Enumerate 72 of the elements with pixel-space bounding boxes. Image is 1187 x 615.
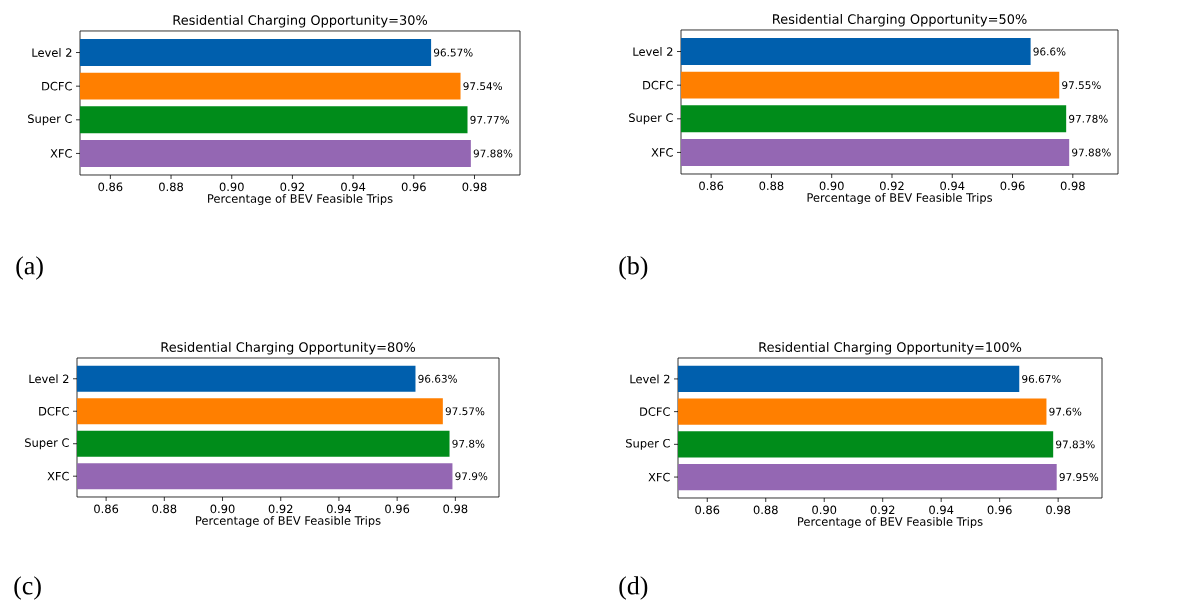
text: (d) [619, 576, 648, 600]
data-label: 96.67% [1022, 374, 1061, 383]
x-tick-label: 0.90 [210, 504, 235, 514]
y-tick-label: Super C [626, 438, 670, 450]
y-tick-label: Level 2 [630, 374, 670, 384]
data-label: 97.54% [463, 82, 503, 91]
chart-title: Residential Charging Opportunity=80% [161, 341, 416, 355]
x-axis-title: Percentage of BEV Feasible Trips [807, 193, 993, 205]
data-label: 97.77% [470, 115, 510, 124]
x-tick-label: 0.88 [159, 182, 184, 192]
x-tick-label: 0.98 [1060, 181, 1085, 191]
y-tick-label: Super C [629, 113, 673, 125]
chart-title: Residential Charging Opportunity=100% [759, 341, 1022, 355]
y-tick-label: DCFC [643, 80, 673, 90]
x-tick-label: 0.86 [94, 504, 119, 514]
y-tick-label: XFC [648, 472, 670, 482]
data-label: 97.78% [1069, 114, 1108, 123]
y-tick-label: Super C [28, 114, 72, 126]
data-label: 97.88% [1072, 148, 1111, 157]
x-tick-label: 0.98 [1046, 505, 1071, 515]
y-tick-label: Level 2 [29, 374, 69, 384]
y-tick-label: DCFC [640, 407, 670, 416]
x-tick-label: 0.90 [812, 505, 837, 515]
x-tick-label: 0.98 [462, 182, 487, 192]
y-tick-label: XFC [651, 148, 673, 157]
y-tick-label: Super C [25, 438, 69, 450]
x-tick-label: 0.90 [819, 181, 844, 191]
x-axis-title: Percentage of BEV Feasible Trips [798, 517, 983, 529]
x-tick-label: 0.94 [341, 182, 366, 192]
x-tick-label: 0.86 [695, 505, 720, 515]
x-axis-title: Percentage of BEV Feasible Trips [196, 516, 381, 528]
y-tick-label: DCFC [39, 406, 69, 416]
text: (b) [619, 256, 648, 280]
x-tick-label: 0.90 [219, 182, 244, 192]
x-axis-title: Percentage of BEV Feasible Trips [208, 194, 393, 206]
x-tick-label: 0.94 [326, 504, 352, 514]
x-tick-label: 0.96 [987, 505, 1012, 515]
data-label: 97.88% [473, 149, 513, 158]
chart-title: Residential Charging Opportunity=50% [773, 13, 1027, 27]
data-label: 97.83% [1056, 440, 1095, 449]
chart-title: Residential Charging Opportunity=30% [173, 14, 428, 28]
y-tick-label: Level 2 [633, 47, 673, 56]
data-label: 97.6% [1049, 407, 1082, 416]
data-label: 96.57% [433, 48, 473, 57]
data-label: 96.63% [418, 374, 457, 383]
x-tick-label: 0.88 [759, 181, 784, 191]
text: (a) [16, 256, 43, 280]
x-tick-label: 0.92 [870, 505, 895, 515]
x-tick-label: 0.94 [929, 505, 954, 515]
x-tick-label: 0.86 [98, 182, 123, 192]
y-tick-label: XFC [47, 471, 69, 481]
x-tick-label: 0.88 [753, 505, 778, 515]
text: (c) [14, 576, 41, 600]
x-tick-label: 0.86 [699, 181, 724, 191]
x-tick-label: 0.96 [401, 182, 426, 192]
x-tick-label: 0.96 [1000, 181, 1025, 191]
data-label: 97.57% [445, 407, 485, 416]
x-tick-label: 0.98 [443, 504, 468, 514]
x-tick-label: 0.94 [940, 181, 965, 191]
data-label: 96.6% [1033, 47, 1066, 56]
x-tick-label: 0.92 [879, 181, 904, 191]
x-tick-label: 0.92 [268, 504, 293, 514]
data-label: 97.9% [455, 472, 488, 481]
y-tick-label: XFC [50, 149, 72, 158]
data-label: 97.95% [1059, 473, 1099, 481]
data-label: 97.55% [1062, 81, 1101, 90]
x-tick-label: 0.92 [280, 182, 305, 192]
data-label: 97.8% [452, 439, 485, 448]
y-tick-label: DCFC [42, 81, 72, 91]
x-tick-label: 0.96 [385, 504, 410, 514]
y-tick-label: Level 2 [32, 48, 72, 57]
x-tick-label: 0.88 [152, 504, 177, 514]
